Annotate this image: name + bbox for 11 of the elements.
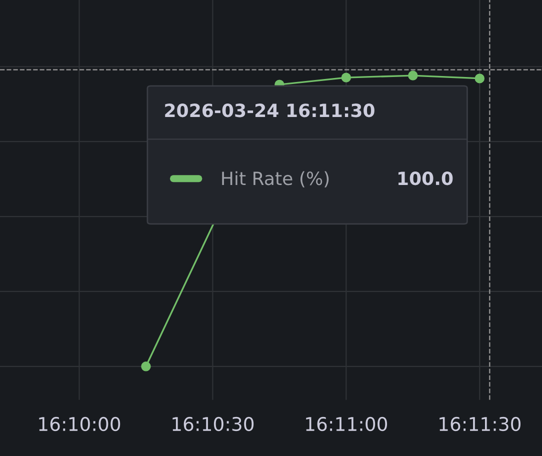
x-tick-label: 16:10:30 <box>172 416 254 432</box>
x-tick-label: 16:11:30 <box>440 416 521 432</box>
annotation: 100.0 <box>398 172 453 186</box>
point <box>474 74 485 84</box>
annotation: 2026-03-24 16:11:30 <box>165 104 374 118</box>
x-tick-label: 16:10:00 <box>39 416 120 432</box>
point <box>141 362 151 372</box>
point <box>341 72 352 82</box>
legend-label: Hit Rate (%) <box>222 171 329 188</box>
point <box>408 70 418 80</box>
x-tick-label: 16:11:00 <box>306 416 388 432</box>
